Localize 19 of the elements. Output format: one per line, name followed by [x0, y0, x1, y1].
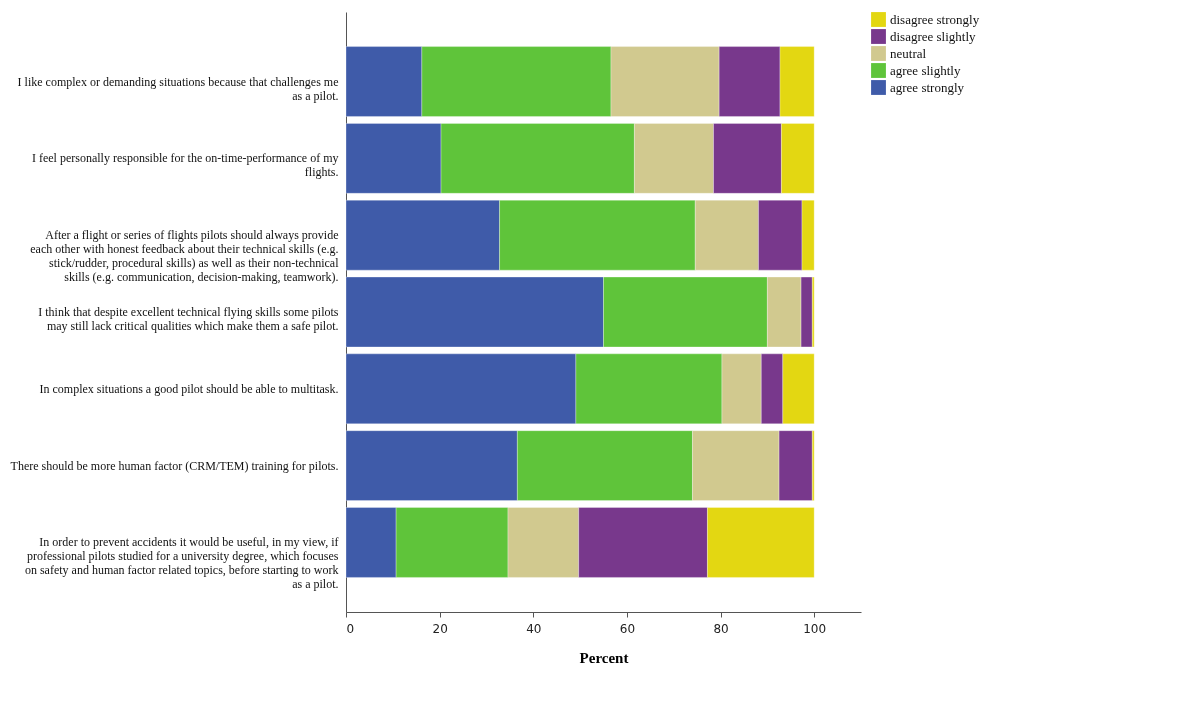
- legend-label: disagree strongly: [890, 11, 980, 27]
- x-tick-label: 60: [619, 621, 636, 636]
- y-tick-label: I think that despite excellent technical flying skills some pilots may still lack critical qualities which make them a safe pilot.: [38, 305, 339, 333]
- y-tick-label: In complex situations a good pilot should be able to multitask.: [39, 381, 339, 396]
- x-tick-label: 80: [713, 621, 729, 636]
- legend-label: disagree slightly: [890, 28, 977, 44]
- y-tick-label: After a flight or series of flights pilots should always provide each other with honest feedback about their technical skills (e.g. stick/rudder, procedural skills) as well as their non-technical skills (e.g. communication, decision-making, teamwork).: [30, 228, 340, 285]
- y-tick-label: In order to prevent accidents it would be useful, in my view, if professional pilots studied for a university degree, which focuses on safety and human factor related topics, before starting to work as a pilot.: [24, 535, 339, 592]
- x-tick-label: 20: [432, 621, 448, 636]
- x-tick-label: 40: [526, 621, 542, 636]
- legend-label: neutral: [890, 45, 927, 61]
- y-tick-label: There should be more human factor (CRM/TEM) training for pilots.: [10, 458, 339, 473]
- x-tick-label: 100: [803, 621, 827, 636]
- y-tick-label: I feel personally responsible for the on-time-performance of my flights.: [31, 151, 339, 180]
- x-axis-title: Percent: [579, 649, 629, 666]
- x-tick-label: 0: [346, 621, 355, 636]
- legend-label: agree strongly: [890, 79, 965, 95]
- y-tick-label: I like complex or demanding situations because that challenges me as a pilot.: [17, 74, 339, 103]
- legend-label: agree slightly: [890, 62, 961, 78]
